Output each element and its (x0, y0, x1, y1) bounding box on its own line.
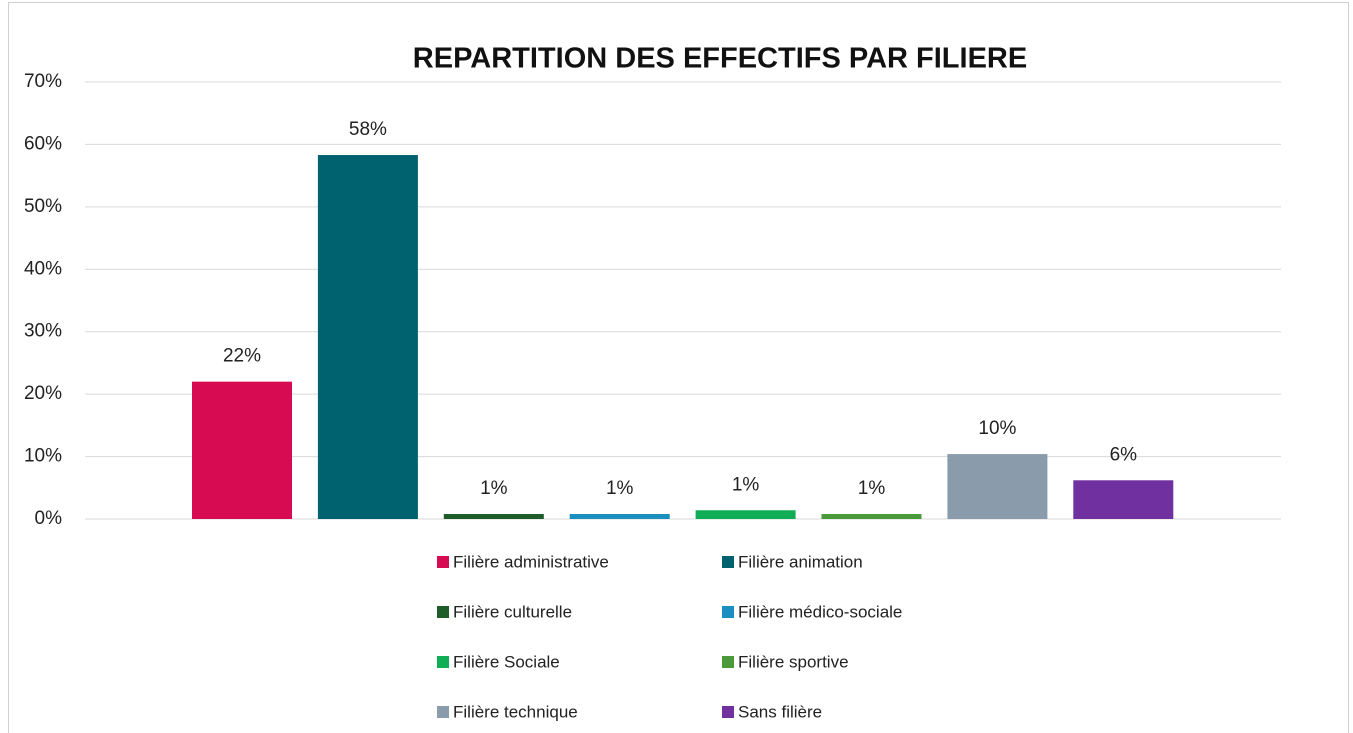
legend-label: Filière technique (453, 702, 578, 721)
legend-label: Filière médico-sociale (738, 602, 902, 621)
data-label: 1% (858, 478, 886, 499)
data-label: 58% (349, 119, 387, 140)
legend-swatch (722, 556, 734, 568)
legend-label: Filière administrative (453, 552, 609, 571)
bar (317, 155, 418, 519)
y-tick-label: 20% (24, 383, 62, 404)
y-tick-label: 10% (24, 446, 62, 467)
bar (569, 514, 670, 519)
data-label: 10% (978, 418, 1016, 439)
legend-swatch (722, 706, 734, 718)
legend-swatch (437, 656, 449, 668)
y-tick-label: 0% (35, 508, 63, 529)
legend-swatch (722, 606, 734, 618)
bar (192, 381, 292, 519)
legend-swatch (437, 556, 449, 568)
data-label: 1% (732, 474, 760, 495)
legend-label: Filière animation (738, 552, 863, 571)
legend-swatch (437, 706, 449, 718)
y-tick-label: 60% (24, 133, 62, 154)
y-tick-label: 40% (24, 258, 62, 279)
legend-label: Sans filière (738, 702, 822, 721)
data-label: 6% (1110, 444, 1138, 465)
legend-swatch (437, 606, 449, 618)
chart-title: REPARTITION DES EFFECTIFS PAR FILIERE (413, 43, 1027, 75)
legend-label: Filière Sociale (453, 652, 560, 671)
bar (821, 514, 922, 519)
bar (1073, 480, 1174, 519)
chart-border (8, 2, 1349, 733)
legend-label: Filière culturelle (453, 602, 572, 621)
legend-label: Filière sportive (738, 652, 849, 671)
y-tick-label: 70% (24, 71, 62, 92)
bar (443, 514, 544, 519)
y-tick-label: 30% (24, 321, 62, 342)
data-label: 22% (223, 346, 261, 367)
y-tick-label: 50% (24, 196, 62, 217)
bar (695, 510, 796, 519)
data-label: 1% (606, 478, 634, 499)
data-label: 1% (480, 478, 508, 499)
bar (947, 454, 1048, 519)
legend-swatch (722, 656, 734, 668)
